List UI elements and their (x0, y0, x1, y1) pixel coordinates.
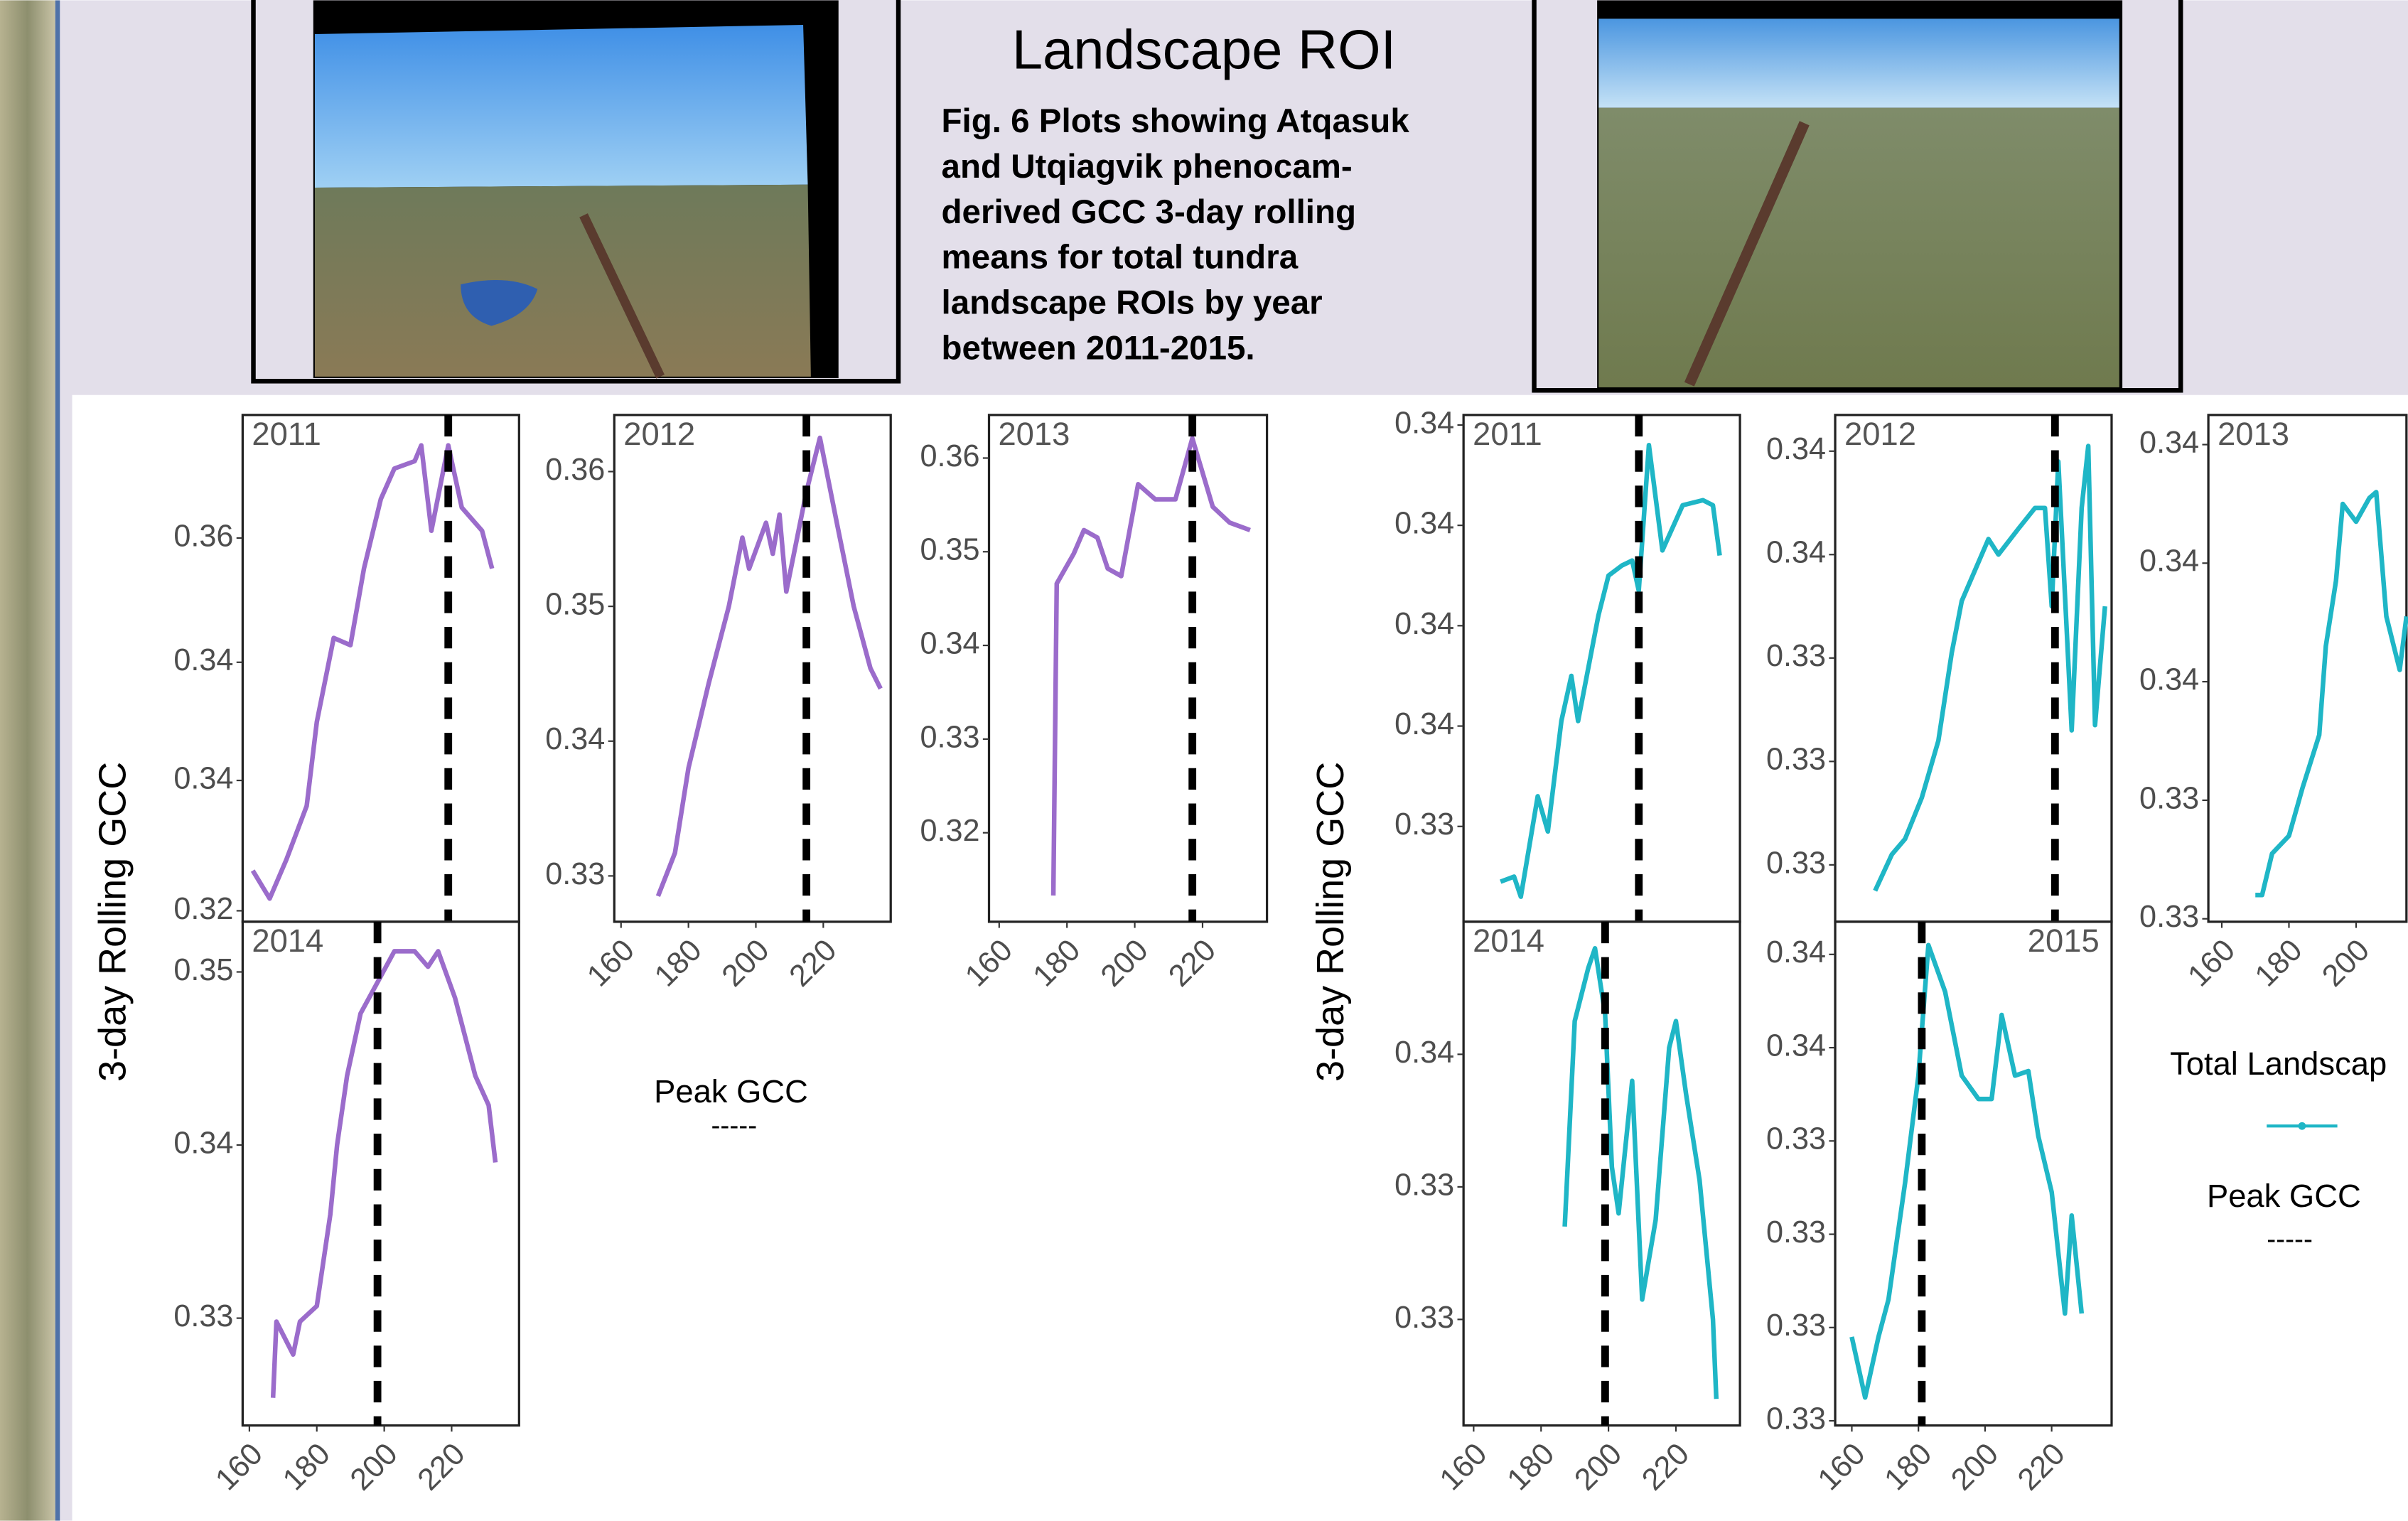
panel-title: 2012 (623, 416, 695, 452)
caption-line: landscape ROIs by year (942, 284, 1323, 322)
title: Landscape ROI (1012, 20, 1396, 81)
y-tick-label: 0.34 (1394, 1036, 1454, 1070)
poster: Landscape ROI Fig. 6 Plots showing Atqas… (0, 0, 2408, 1521)
y-tick-label: 0.33 (1394, 1301, 1454, 1335)
panel-title: 2011 (1473, 416, 1542, 452)
caption-line: derived GCC 3-day rolling (942, 193, 1357, 231)
y-tick-label: 0.34 (2139, 663, 2199, 697)
y-tick-label: 0.32 (920, 814, 979, 848)
caption-line: Fig. 6 Plots showing Atqasuk (942, 102, 1410, 140)
y-tick-label: 0.34 (173, 761, 233, 795)
y-tick-label: 0.33 (1394, 807, 1454, 842)
page: { "title": "Landscape ROI", "caption": [… (0, 0, 2408, 1521)
y-tick-label: 0.34 (2139, 544, 2199, 579)
legend-swatch (2299, 1122, 2306, 1130)
panel-title: 2013 (2218, 416, 2289, 452)
legend-title: Peak GCC (654, 1073, 808, 1109)
y-tick-label: 0.36 (920, 439, 979, 473)
y-tick-label: 0.36 (545, 453, 605, 487)
y-tick-label: 0.34 (173, 1126, 233, 1160)
y-tick-label: 0.33 (1766, 743, 1826, 777)
y-tick-label: 0.35 (173, 953, 233, 987)
y-tick-label: 0.33 (920, 720, 979, 754)
y-tick-label: 0.33 (545, 857, 605, 891)
photo-land (1598, 108, 2119, 387)
y-tick-label: 0.34 (2139, 426, 2199, 460)
panel-title: 2015 (2028, 923, 2100, 959)
legend-symbol: ----- (711, 1111, 757, 1141)
y-tick-label: 0.34 (1766, 935, 1826, 969)
y-tick-label: 0.34 (1394, 707, 1454, 741)
y-axis-title: 3-day Rolling GCC (91, 762, 134, 1082)
y-tick-label: 0.32 (173, 892, 233, 926)
photo-land (315, 185, 811, 377)
panel-title: 2014 (252, 923, 323, 959)
caption-line: and Utqiagvik phenocam- (942, 148, 1353, 186)
y-tick-label: 0.34 (1766, 1028, 1826, 1063)
y-tick-label: 0.33 (173, 1299, 233, 1333)
y-tick-label: 0.34 (1394, 406, 1454, 440)
y-tick-label: 0.34 (1766, 536, 1826, 570)
y-axis-title: 3-day Rolling GCC (1309, 762, 1352, 1082)
side-border (55, 0, 60, 1520)
y-tick-label: 0.34 (545, 722, 605, 756)
y-tick-label: 0.33 (2139, 781, 2199, 815)
legend-title: Peak GCC (2207, 1178, 2361, 1214)
y-tick-label: 0.33 (1766, 846, 1826, 880)
panel-title: 2013 (998, 416, 1070, 452)
y-tick-label: 0.34 (173, 643, 233, 677)
caption-line: means for total tundra (942, 239, 1299, 276)
y-tick-label: 0.34 (1394, 607, 1454, 641)
legend-title: Total Landscap (2170, 1046, 2387, 1082)
side-photo (0, 0, 55, 1520)
photo-sky (1598, 18, 2119, 107)
caption-line: between 2011-2015. (942, 330, 1255, 367)
panel-title: 2014 (1473, 923, 1544, 959)
y-tick-label: 0.34 (1394, 507, 1454, 541)
y-tick-label: 0.35 (545, 588, 605, 622)
y-tick-label: 0.34 (920, 626, 979, 660)
y-tick-label: 0.33 (1766, 1402, 1826, 1436)
y-tick-label: 0.36 (173, 519, 233, 553)
panel-title: 2011 (252, 416, 321, 452)
panel-title: 2012 (1844, 416, 1916, 452)
y-tick-label: 0.35 (920, 533, 979, 567)
y-tick-label: 0.33 (1766, 1215, 1826, 1249)
photo-sky (315, 25, 808, 188)
y-tick-label: 0.33 (1394, 1168, 1454, 1202)
legend-symbol: ----- (2267, 1225, 2313, 1255)
y-tick-label: 0.33 (1766, 1308, 1826, 1343)
y-tick-label: 0.33 (2139, 900, 2199, 934)
y-tick-label: 0.34 (1766, 432, 1826, 466)
y-tick-label: 0.33 (1766, 1122, 1826, 1156)
y-tick-label: 0.33 (1766, 639, 1826, 673)
